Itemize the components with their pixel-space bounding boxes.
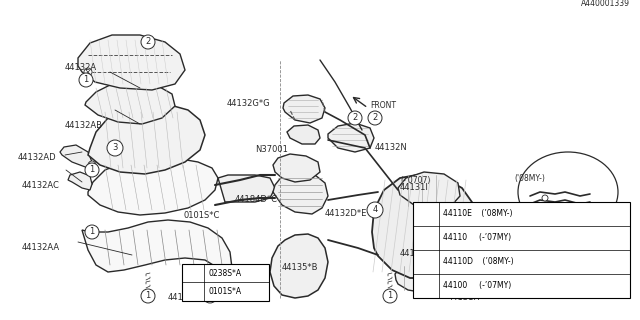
Polygon shape xyxy=(328,123,374,152)
Circle shape xyxy=(206,292,214,300)
Circle shape xyxy=(368,111,382,125)
Polygon shape xyxy=(287,125,320,144)
Text: 1: 1 xyxy=(191,287,196,296)
Circle shape xyxy=(84,68,92,76)
Polygon shape xyxy=(218,175,275,202)
Polygon shape xyxy=(283,95,325,123)
Text: 44132AD: 44132AD xyxy=(18,154,56,163)
Polygon shape xyxy=(88,158,218,215)
Text: 44132F*B: 44132F*B xyxy=(400,250,442,259)
Text: 44132D*E: 44132D*E xyxy=(325,210,367,219)
Circle shape xyxy=(367,202,383,218)
Text: 1: 1 xyxy=(90,165,95,174)
Circle shape xyxy=(144,292,152,300)
Ellipse shape xyxy=(518,152,618,232)
Text: 44184D*C: 44184D*C xyxy=(235,196,278,204)
FancyBboxPatch shape xyxy=(413,202,630,298)
Text: 1: 1 xyxy=(90,228,95,236)
Text: 44132AA: 44132AA xyxy=(22,244,60,252)
Polygon shape xyxy=(270,234,328,298)
Text: 1: 1 xyxy=(207,292,212,300)
Polygon shape xyxy=(398,172,460,210)
Text: 44132AC: 44132AC xyxy=(22,180,60,189)
Text: (-'0707): (-'0707) xyxy=(400,175,430,185)
Text: 2: 2 xyxy=(191,269,196,278)
Circle shape xyxy=(85,225,99,239)
Circle shape xyxy=(85,163,99,177)
Circle shape xyxy=(141,289,155,303)
Polygon shape xyxy=(82,220,232,275)
Text: 44135*B: 44135*B xyxy=(282,263,319,273)
Text: (-'0707): (-'0707) xyxy=(452,285,483,294)
Polygon shape xyxy=(85,82,175,124)
Text: 44132A: 44132A xyxy=(65,63,97,73)
Polygon shape xyxy=(528,220,576,258)
Circle shape xyxy=(144,38,152,46)
Text: 44110D    (’08MY-): 44110D (’08MY-) xyxy=(443,257,513,266)
Polygon shape xyxy=(68,172,92,190)
Polygon shape xyxy=(273,172,328,214)
Text: 4: 4 xyxy=(372,205,378,214)
Polygon shape xyxy=(464,204,530,268)
FancyBboxPatch shape xyxy=(182,264,269,301)
Circle shape xyxy=(351,114,359,122)
Circle shape xyxy=(371,114,379,122)
Circle shape xyxy=(542,195,548,201)
Text: 1: 1 xyxy=(145,292,150,300)
Text: 3: 3 xyxy=(112,143,118,153)
Text: 0101S*C: 0101S*C xyxy=(184,212,220,220)
Text: 44131I: 44131I xyxy=(400,183,429,193)
Text: 4: 4 xyxy=(424,233,428,242)
Circle shape xyxy=(188,286,200,298)
Text: 3: 3 xyxy=(424,281,428,290)
Text: 2: 2 xyxy=(372,114,378,123)
Circle shape xyxy=(203,289,217,303)
Text: 1: 1 xyxy=(387,292,392,300)
Circle shape xyxy=(79,73,93,87)
Text: 44132AB: 44132AB xyxy=(65,122,103,131)
Text: 2: 2 xyxy=(353,114,358,123)
Circle shape xyxy=(386,292,394,300)
Text: 44132: 44132 xyxy=(168,293,195,302)
Polygon shape xyxy=(274,246,318,278)
Text: 2: 2 xyxy=(145,37,150,46)
Circle shape xyxy=(419,231,433,244)
Polygon shape xyxy=(60,145,92,168)
Text: 44132G*G: 44132G*G xyxy=(227,100,270,108)
Text: 44132N: 44132N xyxy=(375,143,408,153)
Text: 44110E    (’08MY-): 44110E (’08MY-) xyxy=(443,209,512,218)
Circle shape xyxy=(141,35,155,49)
Text: (-'07MY): (-'07MY) xyxy=(500,223,532,233)
Text: ('08MY-): ('08MY-) xyxy=(515,173,545,182)
Text: 44131H: 44131H xyxy=(448,293,481,302)
Polygon shape xyxy=(372,174,478,278)
Text: FRONT: FRONT xyxy=(370,101,396,110)
Text: 0101S*A: 0101S*A xyxy=(209,287,241,296)
Polygon shape xyxy=(395,264,436,292)
Text: A440001339: A440001339 xyxy=(581,0,630,8)
Text: 44110     (-’07MY): 44110 (-’07MY) xyxy=(443,233,511,242)
Text: 0238S*A: 0238S*A xyxy=(209,269,241,278)
Circle shape xyxy=(188,267,200,279)
Text: N37001: N37001 xyxy=(255,146,288,155)
Polygon shape xyxy=(88,104,205,174)
Circle shape xyxy=(419,279,433,292)
Circle shape xyxy=(88,161,96,169)
Polygon shape xyxy=(273,154,320,182)
Circle shape xyxy=(348,111,362,125)
Polygon shape xyxy=(78,35,185,90)
Text: 44100     (-’07MY): 44100 (-’07MY) xyxy=(443,281,511,290)
Text: 1: 1 xyxy=(83,76,88,84)
Circle shape xyxy=(107,140,123,156)
Circle shape xyxy=(383,289,397,303)
